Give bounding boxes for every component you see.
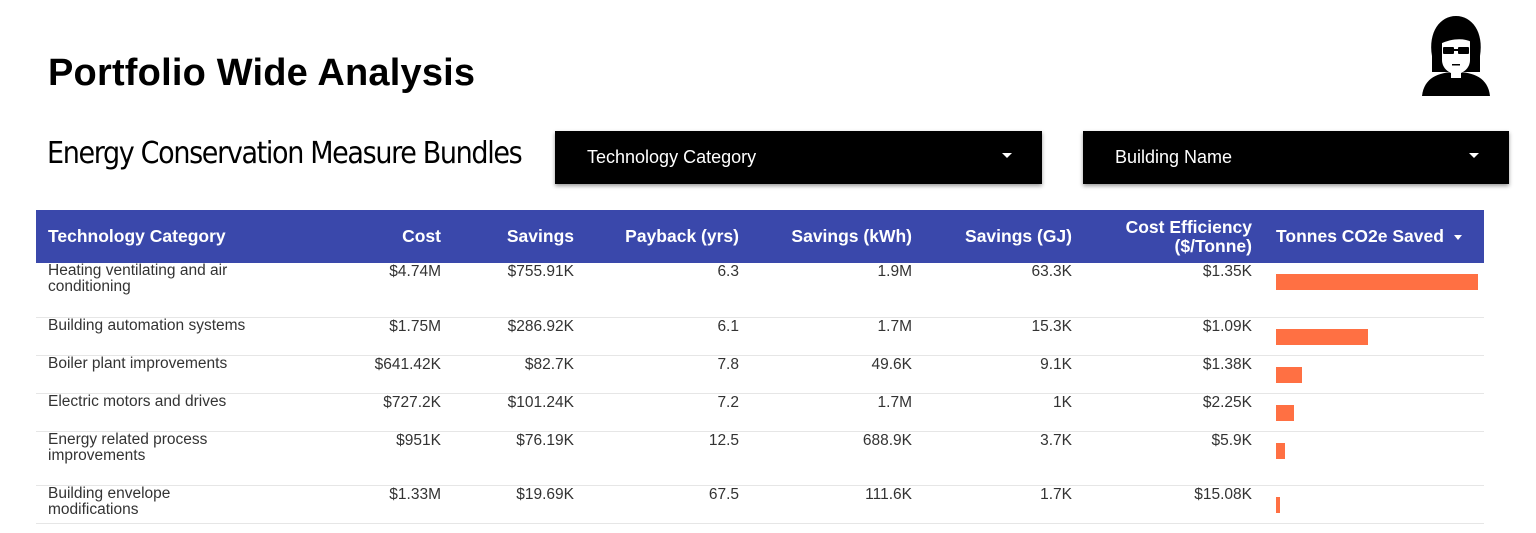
co2e-bar xyxy=(1276,496,1280,513)
cell-category: Heating ventilating and air conditioning xyxy=(36,263,276,318)
cell-cost: $4.74M xyxy=(276,263,453,318)
cell-savings: $755.91K xyxy=(453,263,586,318)
cell-co2e-bar xyxy=(1264,355,1484,394)
cell-kwh: 49.6K xyxy=(751,355,924,394)
column-header-payback[interactable]: Payback (yrs) xyxy=(625,226,739,246)
caret-down-icon xyxy=(1002,153,1012,158)
cell-cost: $951K xyxy=(276,431,453,486)
cell-co2e-bar xyxy=(1264,431,1484,486)
column-header-cost-efficiency-line2: ($/Tonne) xyxy=(1174,235,1252,256)
cell-gj: 63.3K xyxy=(924,263,1084,318)
avatar-icon[interactable] xyxy=(1418,12,1494,96)
table-header-row: Technology Category Cost Savings Payback… xyxy=(36,210,1484,263)
column-header-savings-kwh[interactable]: Savings (kWh) xyxy=(791,226,912,246)
cell-gj: 1.7K xyxy=(924,485,1084,524)
co2e-bar xyxy=(1276,366,1302,383)
cell-payback: 7.2 xyxy=(586,393,751,432)
cell-savings: $76.19K xyxy=(453,431,586,486)
table-row[interactable]: Heating ventilating and air conditioning… xyxy=(36,263,1484,318)
table-row[interactable]: Boiler plant improvements $641.42K $82.7K 7… xyxy=(36,355,1484,394)
column-header-tonnes-co2e-saved[interactable]: Tonnes CO2e Saved xyxy=(1264,210,1484,263)
column-header-technology-category[interactable]: Technology Category xyxy=(48,226,226,246)
cell-efficiency: $2.25K xyxy=(1084,393,1264,432)
cell-kwh: 1.9M xyxy=(751,263,924,318)
table-row[interactable]: Electric motors and drives $727.2K $101.24… xyxy=(36,393,1484,432)
cell-co2e-bar xyxy=(1264,485,1484,524)
ecm-bundles-table: Technology Category Cost Savings Payback… xyxy=(36,210,1484,524)
co2e-bar xyxy=(1276,442,1285,459)
page-title: Portfolio Wide Analysis xyxy=(48,52,476,94)
column-header-cost[interactable]: Cost xyxy=(402,226,441,246)
building-name-dropdown-label: Building Name xyxy=(1115,147,1233,167)
cell-efficiency: $1.38K xyxy=(1084,355,1264,394)
section-title: Energy Conservation Measure Bundles xyxy=(47,136,523,171)
table-row[interactable]: Building envelope modifications $1.33M $19… xyxy=(36,485,1484,524)
sort-desc-icon[interactable] xyxy=(1453,234,1462,240)
cell-payback: 12.5 xyxy=(586,431,751,486)
caret-down-icon xyxy=(1469,153,1479,158)
cell-category: Electric motors and drives xyxy=(36,393,276,432)
building-name-dropdown[interactable]: Building Name xyxy=(1083,131,1509,184)
cell-savings: $19.69K xyxy=(453,485,586,524)
cell-kwh: 1.7M xyxy=(751,317,924,356)
column-header-cost-efficiency[interactable]: Cost Efficiency ($/Tonne) xyxy=(1084,210,1264,263)
cell-gj: 9.1K xyxy=(924,355,1084,394)
cell-gj: 15.3K xyxy=(924,317,1084,356)
column-header-cost-efficiency-line1: Cost Efficiency xyxy=(1125,216,1252,237)
column-header-savings[interactable]: Savings xyxy=(506,226,574,246)
technology-category-dropdown-label: Technology Category xyxy=(587,147,757,167)
cell-savings: $82.7K xyxy=(453,355,586,394)
table-row[interactable]: Energy related process improvements $951K… xyxy=(36,431,1484,486)
technology-category-dropdown[interactable]: Technology Category xyxy=(555,131,1042,184)
cell-co2e-bar xyxy=(1264,317,1484,356)
cell-payback: 6.1 xyxy=(586,317,751,356)
cell-savings: $101.24K xyxy=(453,393,586,432)
cell-payback: 6.3 xyxy=(586,263,751,318)
column-header-savings-gj[interactable]: Savings (GJ) xyxy=(965,226,1072,246)
table-row[interactable]: Building automation systems $1.75M $286.92… xyxy=(36,317,1484,356)
cell-gj: 1K xyxy=(924,393,1084,432)
cell-efficiency: $15.08K xyxy=(1084,485,1264,524)
column-header-tonnes-co2e-label: Tonnes CO2e Saved xyxy=(1276,226,1444,246)
co2e-bar xyxy=(1276,328,1368,345)
cell-cost: $727.2K xyxy=(276,393,453,432)
cell-gj: 3.7K xyxy=(924,431,1084,486)
cell-cost: $1.33M xyxy=(276,485,453,524)
cell-savings: $286.92K xyxy=(453,317,586,356)
co2e-bar xyxy=(1276,274,1478,290)
cell-cost: $1.75M xyxy=(276,317,453,356)
cell-kwh: 688.9K xyxy=(751,431,924,486)
cell-co2e-bar xyxy=(1264,263,1484,318)
cell-category: Building envelope modifications xyxy=(36,485,276,524)
cell-kwh: 111.6K xyxy=(751,485,924,524)
cell-efficiency: $1.35K xyxy=(1084,263,1264,318)
cell-kwh: 1.7M xyxy=(751,393,924,432)
cell-payback: 67.5 xyxy=(586,485,751,524)
cell-category: Energy related process improvements xyxy=(36,431,276,486)
cell-co2e-bar xyxy=(1264,393,1484,432)
cell-efficiency: $5.9K xyxy=(1084,431,1264,486)
cell-cost: $641.42K xyxy=(276,355,453,394)
cell-payback: 7.8 xyxy=(586,355,751,394)
cell-category: Boiler plant improvements xyxy=(36,355,276,394)
cell-category: Building automation systems xyxy=(36,317,276,356)
cell-efficiency: $1.09K xyxy=(1084,317,1264,356)
co2e-bar xyxy=(1276,404,1294,421)
